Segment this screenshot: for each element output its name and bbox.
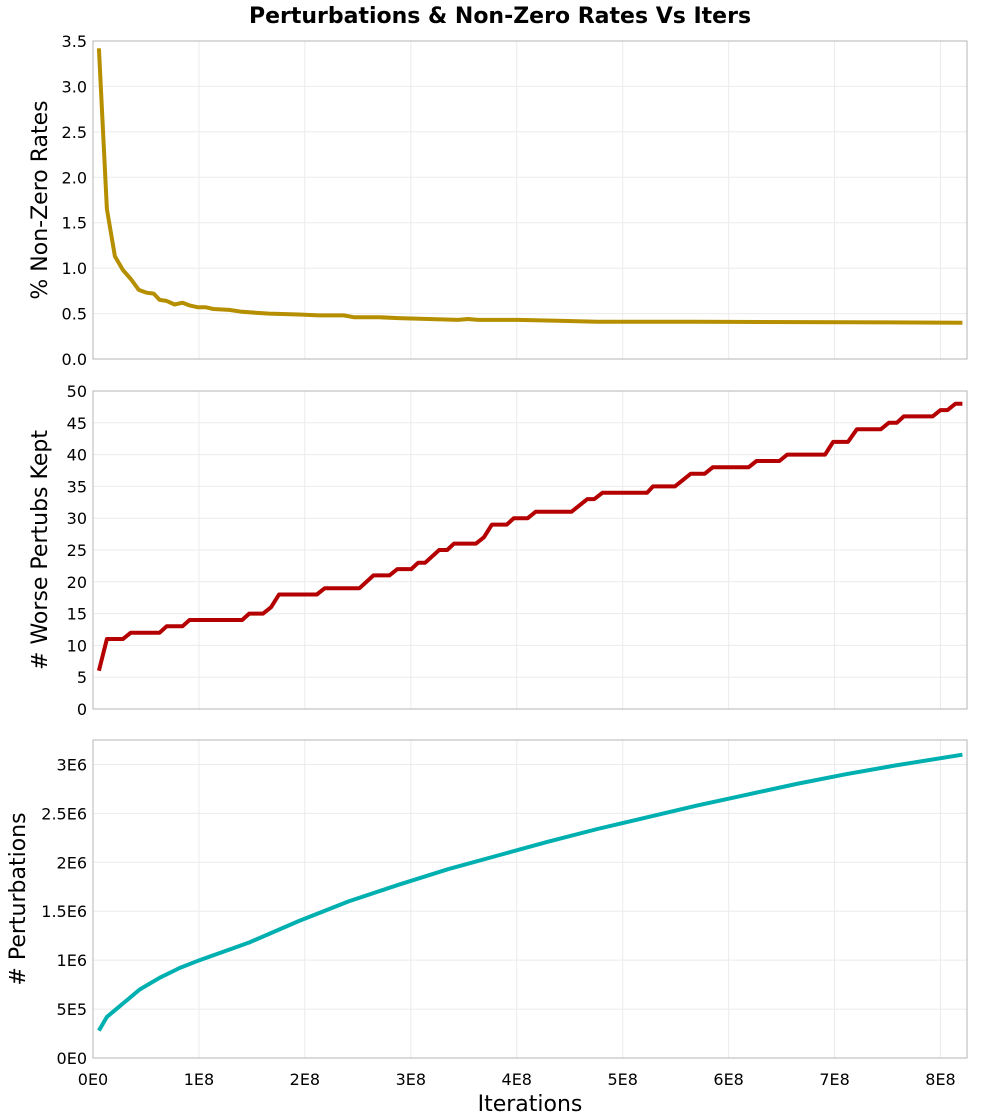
y-tick-label: 2.0 — [62, 168, 87, 187]
y-tick-label: 15 — [67, 605, 87, 624]
x-tick-label: 3E8 — [396, 1070, 426, 1089]
y-tick-label: 1.5 — [62, 214, 87, 233]
y-tick-label: 1.0 — [62, 259, 87, 278]
perturbations-frame — [92, 739, 968, 1059]
perturbations-series-line — [97, 752, 963, 1032]
chart-title: Perturbations & Non-Zero Rates Vs Iters — [249, 4, 751, 29]
y-tick-label: 2.5 — [62, 123, 87, 142]
y-axis-label: # Worse Pertubs Kept — [28, 430, 53, 670]
worse-perturbs-kept-series-line — [96, 401, 963, 672]
perturbations-plot-area — [93, 740, 967, 1058]
nonzero-rates-series-line — [96, 48, 963, 325]
y-tick-label: 0.5 — [62, 305, 87, 324]
x-tick-label: 5E8 — [607, 1070, 637, 1089]
x-tick-label: 4E8 — [502, 1070, 532, 1089]
y-tick-label: 3.0 — [62, 77, 87, 96]
x-tick-label: 8E8 — [925, 1070, 955, 1089]
y-axis-label: # Perturbations — [6, 812, 31, 985]
y-tick-label: 5E5 — [57, 1000, 87, 1019]
y-tick-label: 45 — [67, 414, 87, 433]
nonzero-rates-frame — [92, 40, 968, 360]
y-axis-label: % Non-Zero Rates — [28, 100, 53, 299]
y-tick-label: 35 — [67, 477, 87, 496]
y-tick-label: 5 — [77, 668, 87, 687]
y-tick-label: 25 — [67, 541, 87, 560]
y-tick-label: 0 — [77, 700, 87, 719]
y-tick-label: 1E6 — [57, 951, 87, 970]
x-tick-label: 1E8 — [184, 1070, 214, 1089]
y-tick-label: 1.5E6 — [41, 902, 87, 921]
y-tick-label: 20 — [67, 573, 87, 592]
y-tick-label: 3E6 — [57, 755, 87, 774]
x-tick-label: 7E8 — [819, 1070, 849, 1089]
x-axis-label: Iterations — [478, 1092, 583, 1117]
worse-perturbs-kept-frame — [92, 390, 968, 710]
y-tick-label: 0.0 — [62, 350, 87, 369]
x-tick-label: 2E8 — [290, 1070, 320, 1089]
y-tick-label: 50 — [67, 382, 87, 401]
y-tick-label: 0E0 — [57, 1049, 87, 1068]
y-tick-label: 30 — [67, 509, 87, 528]
x-tick-label: 6E8 — [713, 1070, 743, 1089]
x-tick-label: 0E0 — [78, 1070, 108, 1089]
y-tick-label: 10 — [67, 636, 87, 655]
y-tick-label: 2E6 — [57, 853, 87, 872]
y-tick-label: 2.5E6 — [41, 804, 87, 823]
nonzero-rates-plot-area — [93, 41, 967, 359]
y-tick-label: 3.5 — [62, 32, 87, 51]
y-tick-label: 40 — [67, 446, 87, 465]
